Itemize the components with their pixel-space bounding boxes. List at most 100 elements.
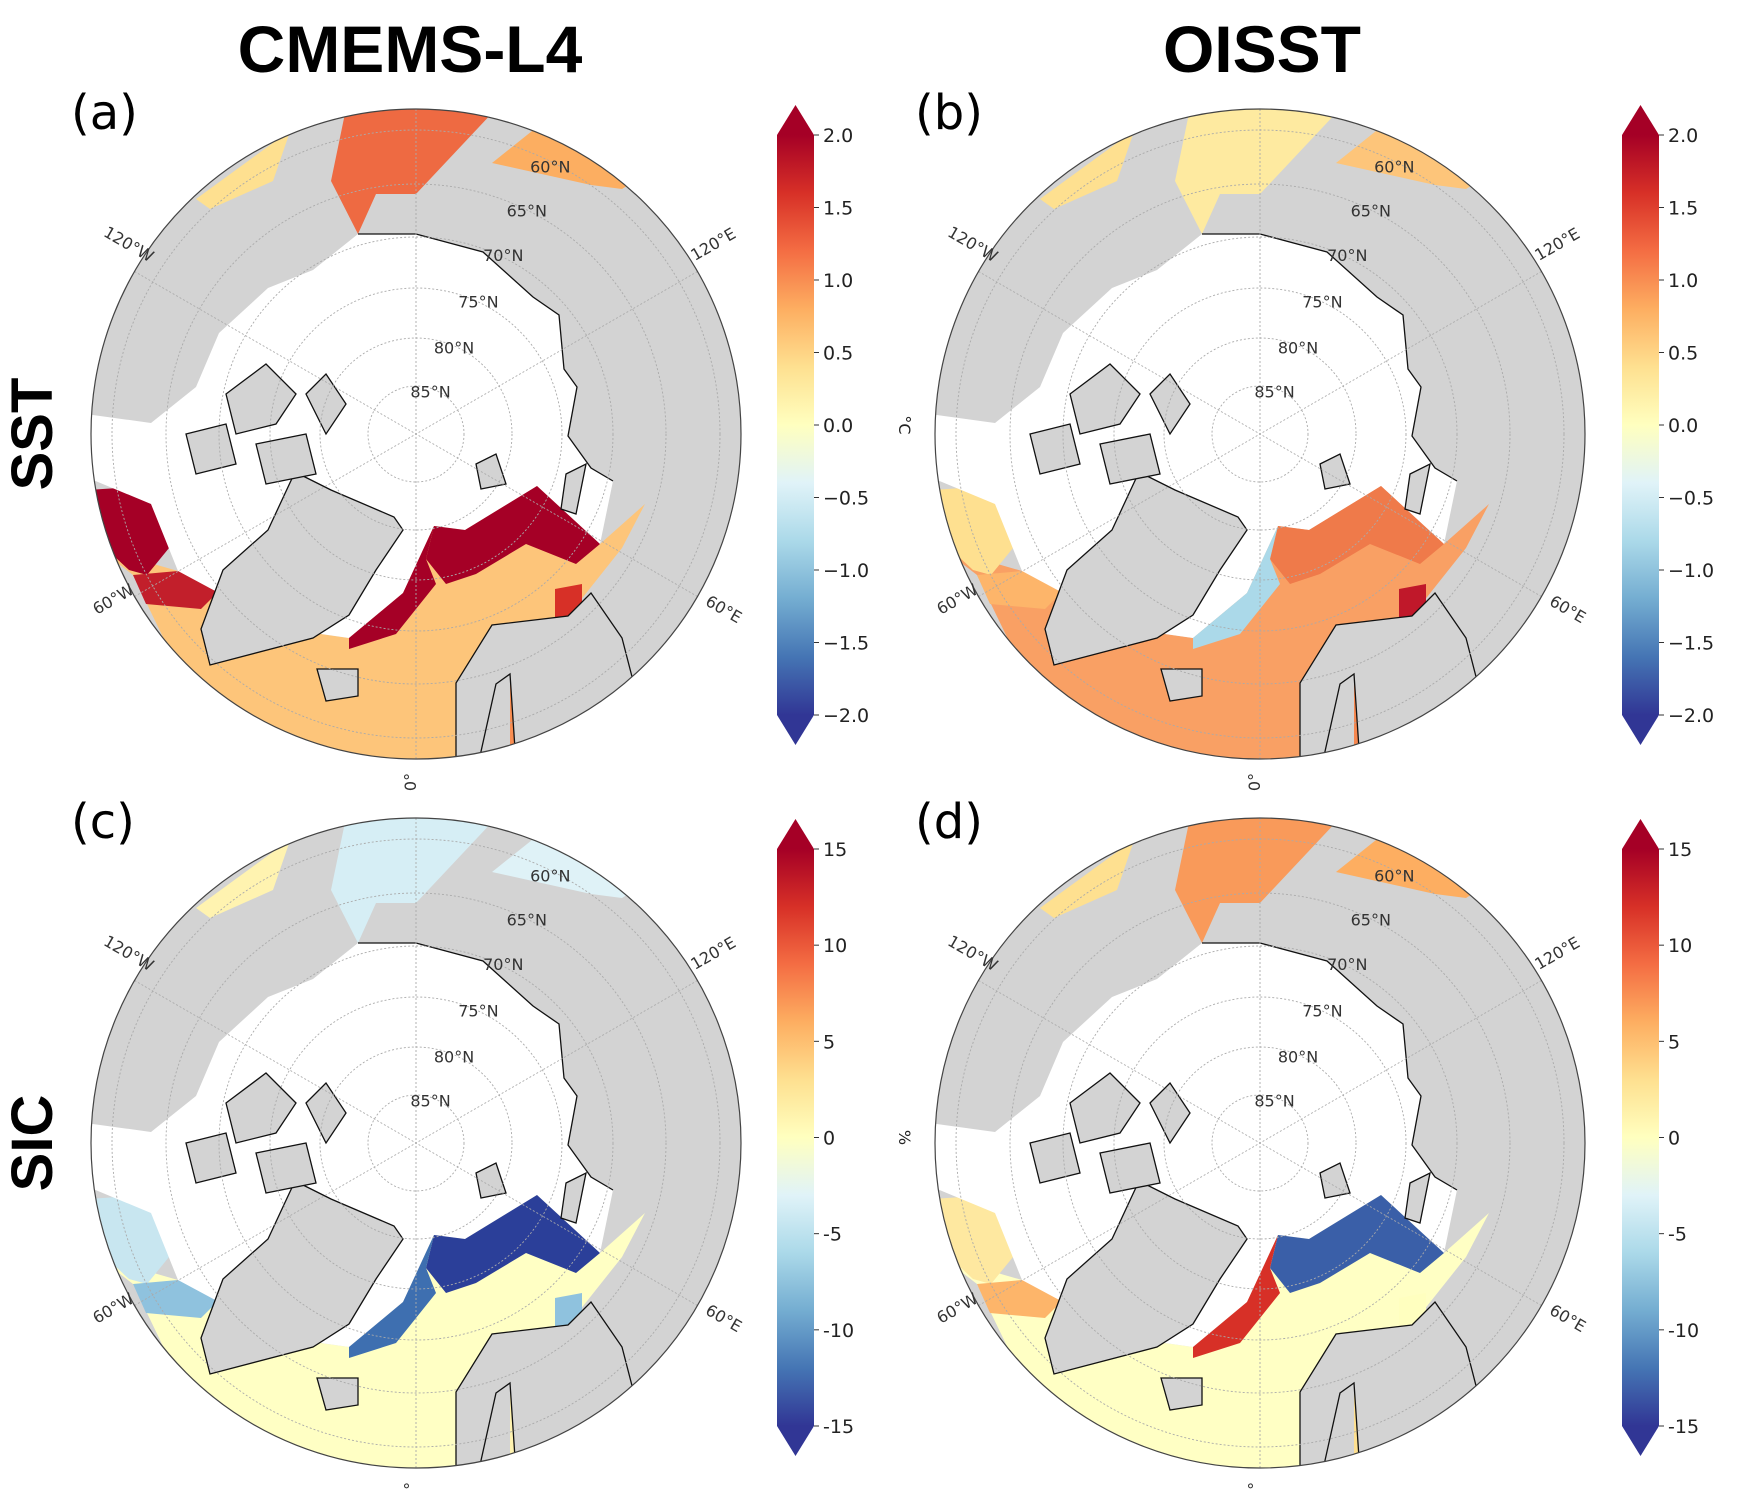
colorbar-tick-label: 1.0 [823,270,853,292]
map-boundary [934,108,1586,760]
latitude-label: 75°N [1302,293,1342,312]
longitude-label: 120°E [1531,224,1583,265]
colorbar-gradient [777,849,814,1426]
latitude-label: 80°N [434,338,474,357]
panel-label: (a) [71,85,138,141]
latitude-circle [1113,996,1407,1290]
ocean-region-alaska [1040,114,1140,209]
landmass-nzemlya [1404,462,1431,515]
ocean-region-pacific [1175,818,1354,943]
latitude-circle [1163,1046,1357,1240]
longitude-label: 60°W [89,1289,137,1328]
colorbar-tick-label: −2.0 [823,705,869,727]
ocean-region-okhotsk [492,836,646,898]
colorbar-tick-label: -10 [823,1320,854,1342]
colorbar-tick-label: -5 [823,1224,842,1246]
longitude-label: 0° [1245,773,1264,791]
colorbar-tick-label: 0.5 [823,343,853,365]
ocean-region-barents-edge [1270,1195,1444,1293]
landmass-svalbard [1319,453,1351,490]
latitude-circle [319,337,513,531]
ocean-region-pacific [331,818,510,943]
landmass-svalbard [475,453,507,490]
latitude-label: 70°N [1327,246,1367,265]
colorbar-gradient [777,135,814,715]
ocean-region-okhotsk [1336,836,1490,898]
row-title-sic: SIC [0,1095,65,1192]
colorbar-tick-label: 10 [1668,935,1692,957]
colorbar-tick-label: 15 [1668,839,1692,861]
landmass-greenland [200,471,404,666]
landmass-isl2 [1149,372,1191,436]
landmass-isl4 [1029,1132,1081,1184]
ocean-region-barents-edge [1270,486,1444,584]
colorbar-tick-label: 0 [1668,1128,1680,1150]
colorbar-tick-label: -5 [1668,1224,1687,1246]
colorbar-tick-label: −2.0 [1668,705,1714,727]
latitude-circle [165,892,667,1394]
latitude-label: 80°N [1278,338,1318,357]
ocean-region-pacific [331,109,510,234]
ocean-region-okhotsk [492,127,646,189]
landmass-greenland [1044,471,1248,666]
meridian-line [978,271,1542,597]
landmass-isl1 [225,1072,297,1144]
colorbar-tick-label: -10 [1668,1320,1699,1342]
landmass-svalbard [1319,1162,1351,1199]
latitude-circle [269,996,563,1290]
longitude-label: 60°E [702,1300,745,1336]
colorbar-tick-label: -15 [823,1416,854,1438]
landmass-isl2 [305,372,347,436]
coastline [358,233,614,482]
latitude-label: 60°N [530,866,570,885]
latitude-label: 60°N [1374,866,1414,885]
ocean-region-alaska [1040,823,1140,918]
latitude-label: 75°N [1302,1002,1342,1021]
colorbar-extend-min [777,1426,814,1456]
landmass-iceland [1160,1377,1203,1411]
map-boundary [90,817,742,1469]
colorbar-sst: 2.01.51.00.50.0−0.5−1.0−1.5−2.0°C [1622,105,1714,745]
ocean-region-greenland-edge [1193,1235,1280,1358]
column-title-cmems: CMEMS-L4 [238,12,583,86]
row-title-sst: SST [0,378,65,491]
colorbar-unit: % [895,1130,914,1145]
longitude-label: 120°E [687,933,739,974]
colorbar-sst: 2.01.51.00.50.0−0.5−1.0−1.5−2.0°C [777,105,914,745]
meridian-line [134,980,698,1306]
landmass-nzemlya [560,1171,587,1224]
colorbar-tick-label: 0.0 [823,415,853,437]
colorbar-sic: 15 10 5 0 -5 -10 -15% [777,819,914,1456]
longitude-label: 0° [401,1482,420,1490]
landmass-isl3 [1099,433,1161,485]
panel-label: (c) [71,794,135,850]
longitude-label: 120°W [944,222,1001,266]
colorbar-gradient [1622,135,1659,715]
latitude-label: 75°N [458,1002,498,1021]
landmass-isl1 [1069,1072,1141,1144]
map-boundary [934,817,1586,1469]
latitude-label: 65°N [507,911,547,930]
landmass-greenland [1044,1180,1248,1375]
latitude-label: 85°N [410,383,450,402]
colorbar-tick-label: −1.0 [823,560,869,582]
colorbar-tick-label: −1.0 [1668,560,1714,582]
latitude-circle [269,287,563,581]
longitude-label: 120°W [100,222,157,266]
latitude-label: 80°N [434,1047,474,1066]
longitude-label: 0° [1245,1482,1264,1490]
colorbar-tick-label: 2.0 [1668,125,1698,147]
meridian-line [978,980,1542,1306]
colorbar-gradient [1622,849,1659,1426]
colorbar-tick-label: −1.5 [1668,633,1714,655]
coastline [1202,233,1458,482]
landmass-isl4 [1029,423,1081,475]
longitude-label: 120°E [1531,933,1583,974]
landmass-iceland [316,1377,359,1411]
colorbar-extend-max [1622,819,1659,849]
colorbar-tick-label: 1.5 [823,198,853,220]
landmass-iceland [316,668,359,702]
sea-ice-mask [935,943,1457,1347]
latitude-circle [319,1046,513,1240]
colorbar-tick-label: 5 [823,1031,835,1053]
